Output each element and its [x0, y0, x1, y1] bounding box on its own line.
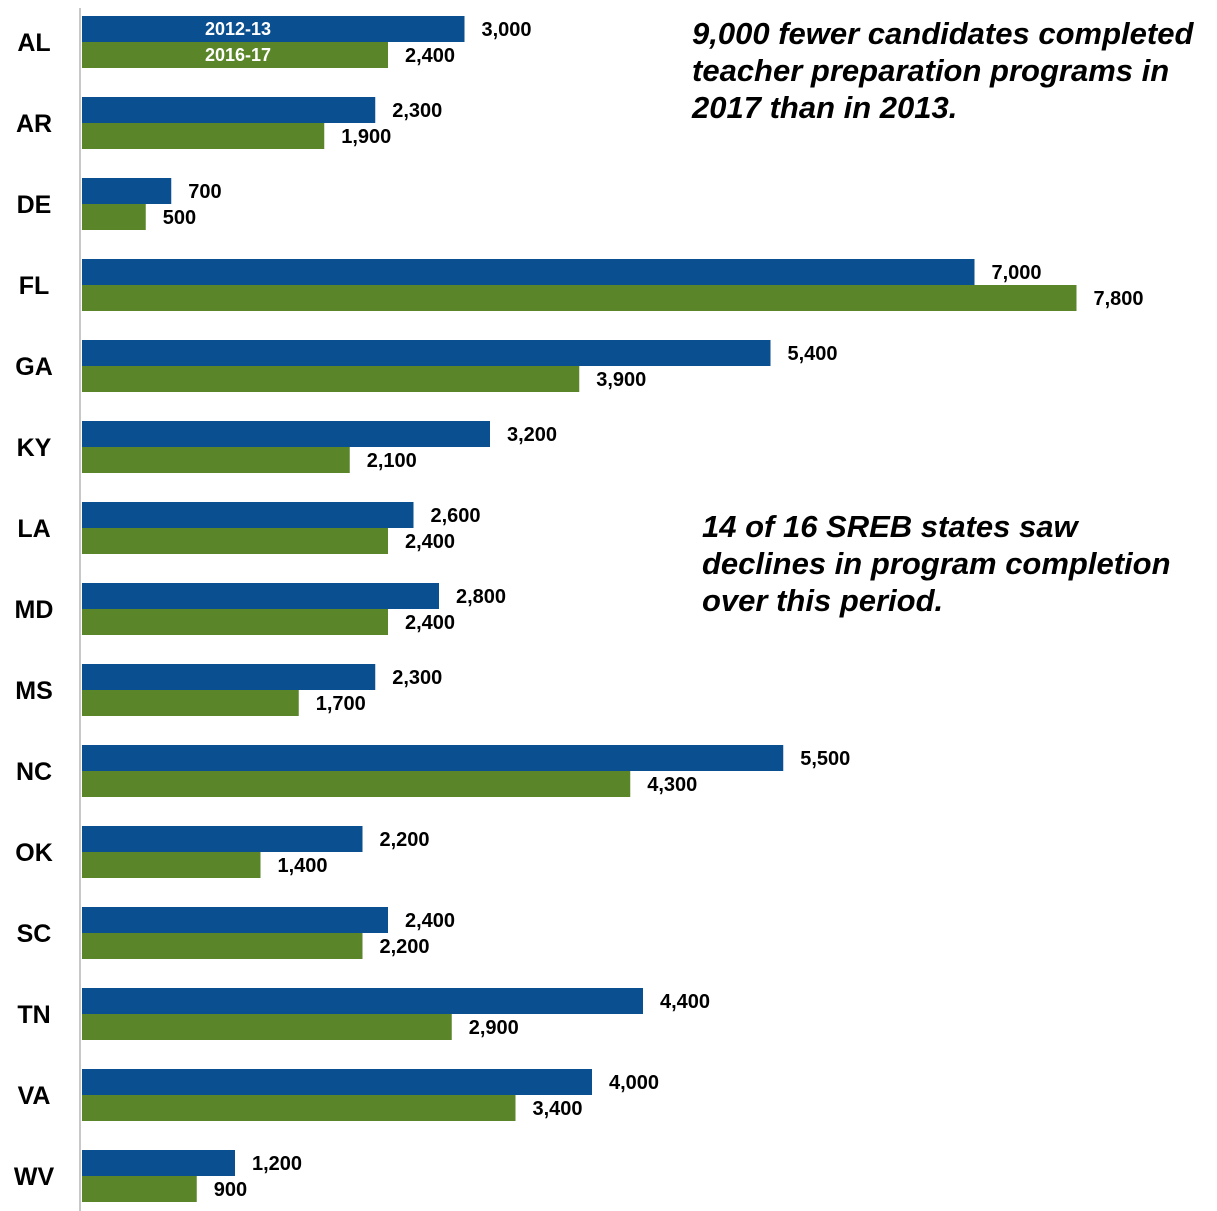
value-label-va-2016-17: 3,400: [533, 1098, 583, 1120]
value-label-va-2012-13: 4,000: [609, 1072, 659, 1094]
annotation-2-line-3: over this period.: [702, 583, 944, 618]
value-label-nc-2016-17: 4,300: [647, 774, 697, 796]
annotation-2-line-2: declines in program completion: [702, 546, 1171, 581]
value-label-ms-2012-13: 2,300: [392, 667, 442, 689]
bar-ms-2016-17: [82, 690, 299, 716]
value-label-wv-2012-13: 1,200: [252, 1153, 302, 1175]
value-label-nc-2012-13: 5,500: [800, 748, 850, 770]
bar-nc-2016-17: [82, 771, 631, 797]
category-label-va: VA: [18, 1082, 51, 1110]
annotation-states-declines: 14 of 16 SREB states saw declines in pro…: [702, 508, 1202, 619]
annotation-1-line-3: 2017 than in 2013.: [692, 90, 958, 125]
category-label-sc: SC: [17, 920, 52, 948]
category-label-ms: MS: [15, 677, 53, 705]
value-label-de-2016-17: 500: [163, 207, 196, 229]
bar-al-2016-17: [82, 42, 388, 68]
category-label-ga: GA: [15, 353, 53, 381]
category-label-ok: OK: [15, 839, 53, 867]
bar-ga-2016-17: [82, 366, 580, 392]
bar-ar-2016-17: [82, 123, 325, 149]
value-label-wv-2016-17: 900: [214, 1179, 247, 1201]
annotation-2-line-1: 14 of 16 SREB states saw: [702, 509, 1078, 544]
bar-wv-2016-17: [82, 1176, 197, 1202]
bar-de-2016-17: [82, 204, 146, 230]
value-label-md-2012-13: 2,800: [456, 586, 506, 608]
category-label-ky: KY: [17, 434, 52, 462]
value-label-ok-2016-17: 1,400: [278, 855, 328, 877]
annotation-1-line-1: 9,000 fewer candidates completed: [692, 16, 1194, 51]
bar-de-2012-13: [82, 178, 172, 204]
value-label-fl-2012-13: 7,000: [992, 262, 1042, 284]
bar-tn-2012-13: [82, 988, 643, 1014]
value-label-md-2016-17: 2,400: [405, 612, 455, 634]
annotation-1-line-2: teacher preparation programs in: [692, 53, 1170, 88]
bar-va-2012-13: [82, 1069, 592, 1095]
bars-layer: [82, 16, 1077, 1202]
bar-wv-2012-13: [82, 1150, 235, 1176]
bar-md-2016-17: [82, 609, 388, 635]
category-label-ar: AR: [16, 110, 52, 138]
bar-ok-2012-13: [82, 826, 363, 852]
value-label-al-2012-13: 3,000: [482, 19, 532, 41]
category-label-de: DE: [17, 191, 52, 219]
value-label-ga-2016-17: 3,900: [596, 369, 646, 391]
bar-fl-2016-17: [82, 285, 1077, 311]
bar-ms-2012-13: [82, 664, 376, 690]
bar-ga-2012-13: [82, 340, 771, 366]
bar-va-2016-17: [82, 1095, 516, 1121]
legend-label-2012-13: 2012-13: [205, 19, 271, 39]
bar-ky-2012-13: [82, 421, 490, 447]
bar-md-2012-13: [82, 583, 439, 609]
bar-sc-2012-13: [82, 907, 388, 933]
value-label-ky-2016-17: 2,100: [367, 450, 417, 472]
category-label-wv: WV: [14, 1163, 55, 1191]
value-label-al-2016-17: 2,400: [405, 45, 455, 67]
category-label-tn: TN: [17, 1001, 50, 1029]
value-label-ar-2012-13: 2,300: [392, 100, 442, 122]
category-label-fl: FL: [19, 272, 50, 300]
bar-la-2012-13: [82, 502, 414, 528]
value-label-fl-2016-17: 7,800: [1094, 288, 1144, 310]
value-label-sc-2016-17: 2,200: [380, 936, 430, 958]
value-label-ok-2012-13: 2,200: [380, 829, 430, 851]
category-label-nc: NC: [16, 758, 52, 786]
bar-al-2012-13: [82, 16, 465, 42]
bar-tn-2016-17: [82, 1014, 452, 1040]
bar-ky-2016-17: [82, 447, 350, 473]
bar-ok-2016-17: [82, 852, 261, 878]
bar-sc-2016-17: [82, 933, 363, 959]
category-label-al: AL: [17, 29, 50, 57]
value-label-la-2012-13: 2,600: [431, 505, 481, 527]
bar-fl-2012-13: [82, 259, 975, 285]
value-label-ms-2016-17: 1,700: [316, 693, 366, 715]
value-label-ky-2012-13: 3,200: [507, 424, 557, 446]
bar-nc-2012-13: [82, 745, 784, 771]
legend-label-2016-17: 2016-17: [205, 45, 271, 65]
bar-ar-2012-13: [82, 97, 376, 123]
value-label-de-2012-13: 700: [188, 181, 221, 203]
value-label-sc-2012-13: 2,400: [405, 910, 455, 932]
value-label-tn-2016-17: 2,900: [469, 1017, 519, 1039]
value-label-tn-2012-13: 4,400: [660, 991, 710, 1013]
bar-la-2016-17: [82, 528, 388, 554]
value-label-ar-2016-17: 1,900: [341, 126, 391, 148]
annotation-fewer-candidates: 9,000 fewer candidates completed teacher…: [692, 15, 1212, 126]
value-label-ga-2012-13: 5,400: [788, 343, 838, 365]
category-label-la: LA: [17, 515, 50, 543]
category-label-md: MD: [15, 596, 54, 624]
value-label-la-2016-17: 2,400: [405, 531, 455, 553]
